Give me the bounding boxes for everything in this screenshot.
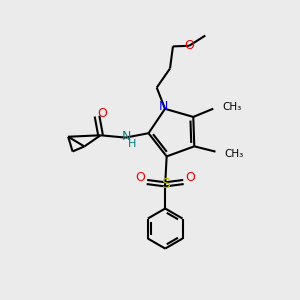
Text: O: O	[184, 39, 194, 52]
Text: N: N	[159, 100, 168, 113]
Text: H: H	[128, 139, 136, 148]
Text: S: S	[161, 177, 170, 191]
Text: O: O	[185, 171, 195, 184]
Text: CH₃: CH₃	[222, 102, 242, 112]
Text: CH₃: CH₃	[224, 149, 244, 159]
Text: O: O	[136, 171, 146, 184]
Text: O: O	[98, 107, 107, 120]
Text: N: N	[122, 130, 131, 143]
